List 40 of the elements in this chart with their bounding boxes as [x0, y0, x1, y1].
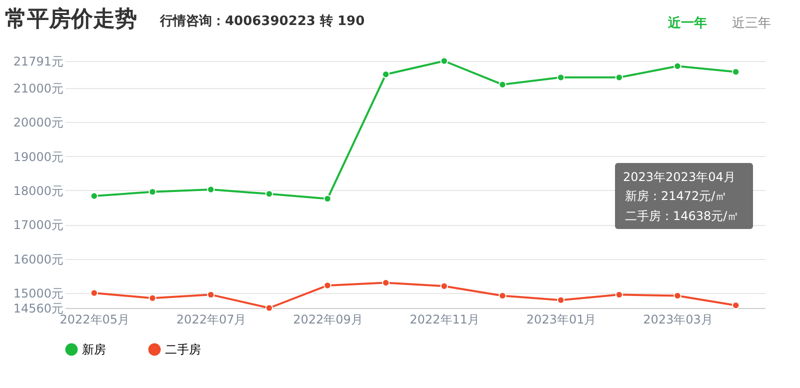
x-tick-label: 2022年05月: [60, 312, 130, 326]
point: [324, 282, 332, 290]
text: 近三年: [732, 16, 771, 31]
y-tick-label: 15000元: [13, 286, 64, 300]
point: [90, 192, 98, 200]
point: [148, 188, 156, 196]
point: [498, 80, 506, 88]
chart-subtitle: 行情咨询：4006390223 转 190: [159, 14, 365, 29]
x-tick-label: 2023年01月: [526, 312, 596, 326]
y-tick-label: 17000元: [13, 218, 64, 232]
point: [732, 68, 740, 76]
point: [265, 190, 274, 198]
y-tick-label: 20000元: [13, 116, 64, 130]
point: [440, 57, 448, 65]
chart-title: 常平房价走势: [5, 6, 137, 32]
point: [556, 296, 565, 304]
point: [90, 289, 98, 297]
y-tick-label: 21791元: [13, 54, 64, 68]
x-tick-label: 2022年11月: [410, 312, 480, 326]
annotation: 二手房：14638元/㎡: [625, 209, 740, 223]
point: [556, 74, 565, 82]
annotation: 2023年2023年04月: [623, 170, 736, 184]
x-tick-label: 2022年09月: [293, 312, 363, 326]
legend-label: 新房: [82, 342, 106, 357]
text: 近一年: [667, 15, 707, 31]
point: [206, 186, 215, 194]
y-tick-label: 19000元: [13, 150, 64, 164]
point: [148, 294, 156, 302]
point: [615, 74, 624, 82]
point: [265, 304, 274, 312]
y-tick-label: 21000元: [13, 82, 64, 96]
y-tick-label: 14560元: [13, 302, 64, 316]
legend-label: 二手房: [165, 342, 201, 357]
point: [440, 282, 448, 290]
y-tick-label: 18000元: [13, 184, 64, 198]
point: [382, 278, 390, 287]
y-tick-label: 16000元: [13, 252, 64, 266]
x-tick-label: 2023年03月: [643, 312, 713, 326]
annotation: 新房：21472元/㎡: [625, 189, 728, 203]
x-tick-label: 2022年07月: [176, 312, 246, 326]
